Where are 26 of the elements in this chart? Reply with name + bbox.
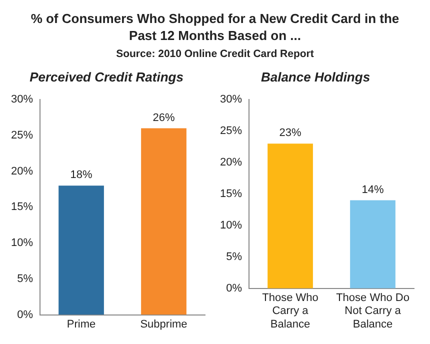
x-tick-label: Those Who Do Not Carry a Balance <box>336 292 410 330</box>
y-tick-label: 0% <box>17 308 34 321</box>
y-tick-label: 5% <box>226 250 242 263</box>
y-tick-label: 30% <box>220 94 242 106</box>
y-tick-label: 25% <box>10 130 34 142</box>
y-tick-label: 0% <box>226 282 242 294</box>
y-tick-label: 10% <box>10 237 34 250</box>
chart-title: Perceived Credit Ratings <box>30 69 184 84</box>
y-tick-label: 15% <box>220 188 242 200</box>
y-tick-label: 20% <box>220 156 242 169</box>
text: % of Consumers Who Shopped for a New Credit Card in the Past 12 Months Based on ... <box>30 10 400 44</box>
data-label: 18% <box>70 169 92 182</box>
source-note: Source: 2010 Online Credit Card Report <box>115 48 315 60</box>
x-tick-label: Subprime <box>140 318 188 330</box>
data-label: 14% <box>362 184 384 196</box>
y-tick-label: 20% <box>10 165 34 178</box>
y-tick-label: 30% <box>10 94 34 106</box>
data-label: 26% <box>152 112 175 124</box>
y-tick-label: 25% <box>220 125 242 138</box>
y-tick-label: 10% <box>220 220 242 232</box>
x-tick-label: Those Who Carry a Balance <box>262 292 318 330</box>
data-label: 23% <box>279 127 302 140</box>
y-tick-label: 15% <box>10 201 34 214</box>
y-tick-label: 5% <box>17 272 34 285</box>
x-tick-label: Prime <box>66 318 96 330</box>
chart-title: Balance Holdings <box>260 69 370 84</box>
